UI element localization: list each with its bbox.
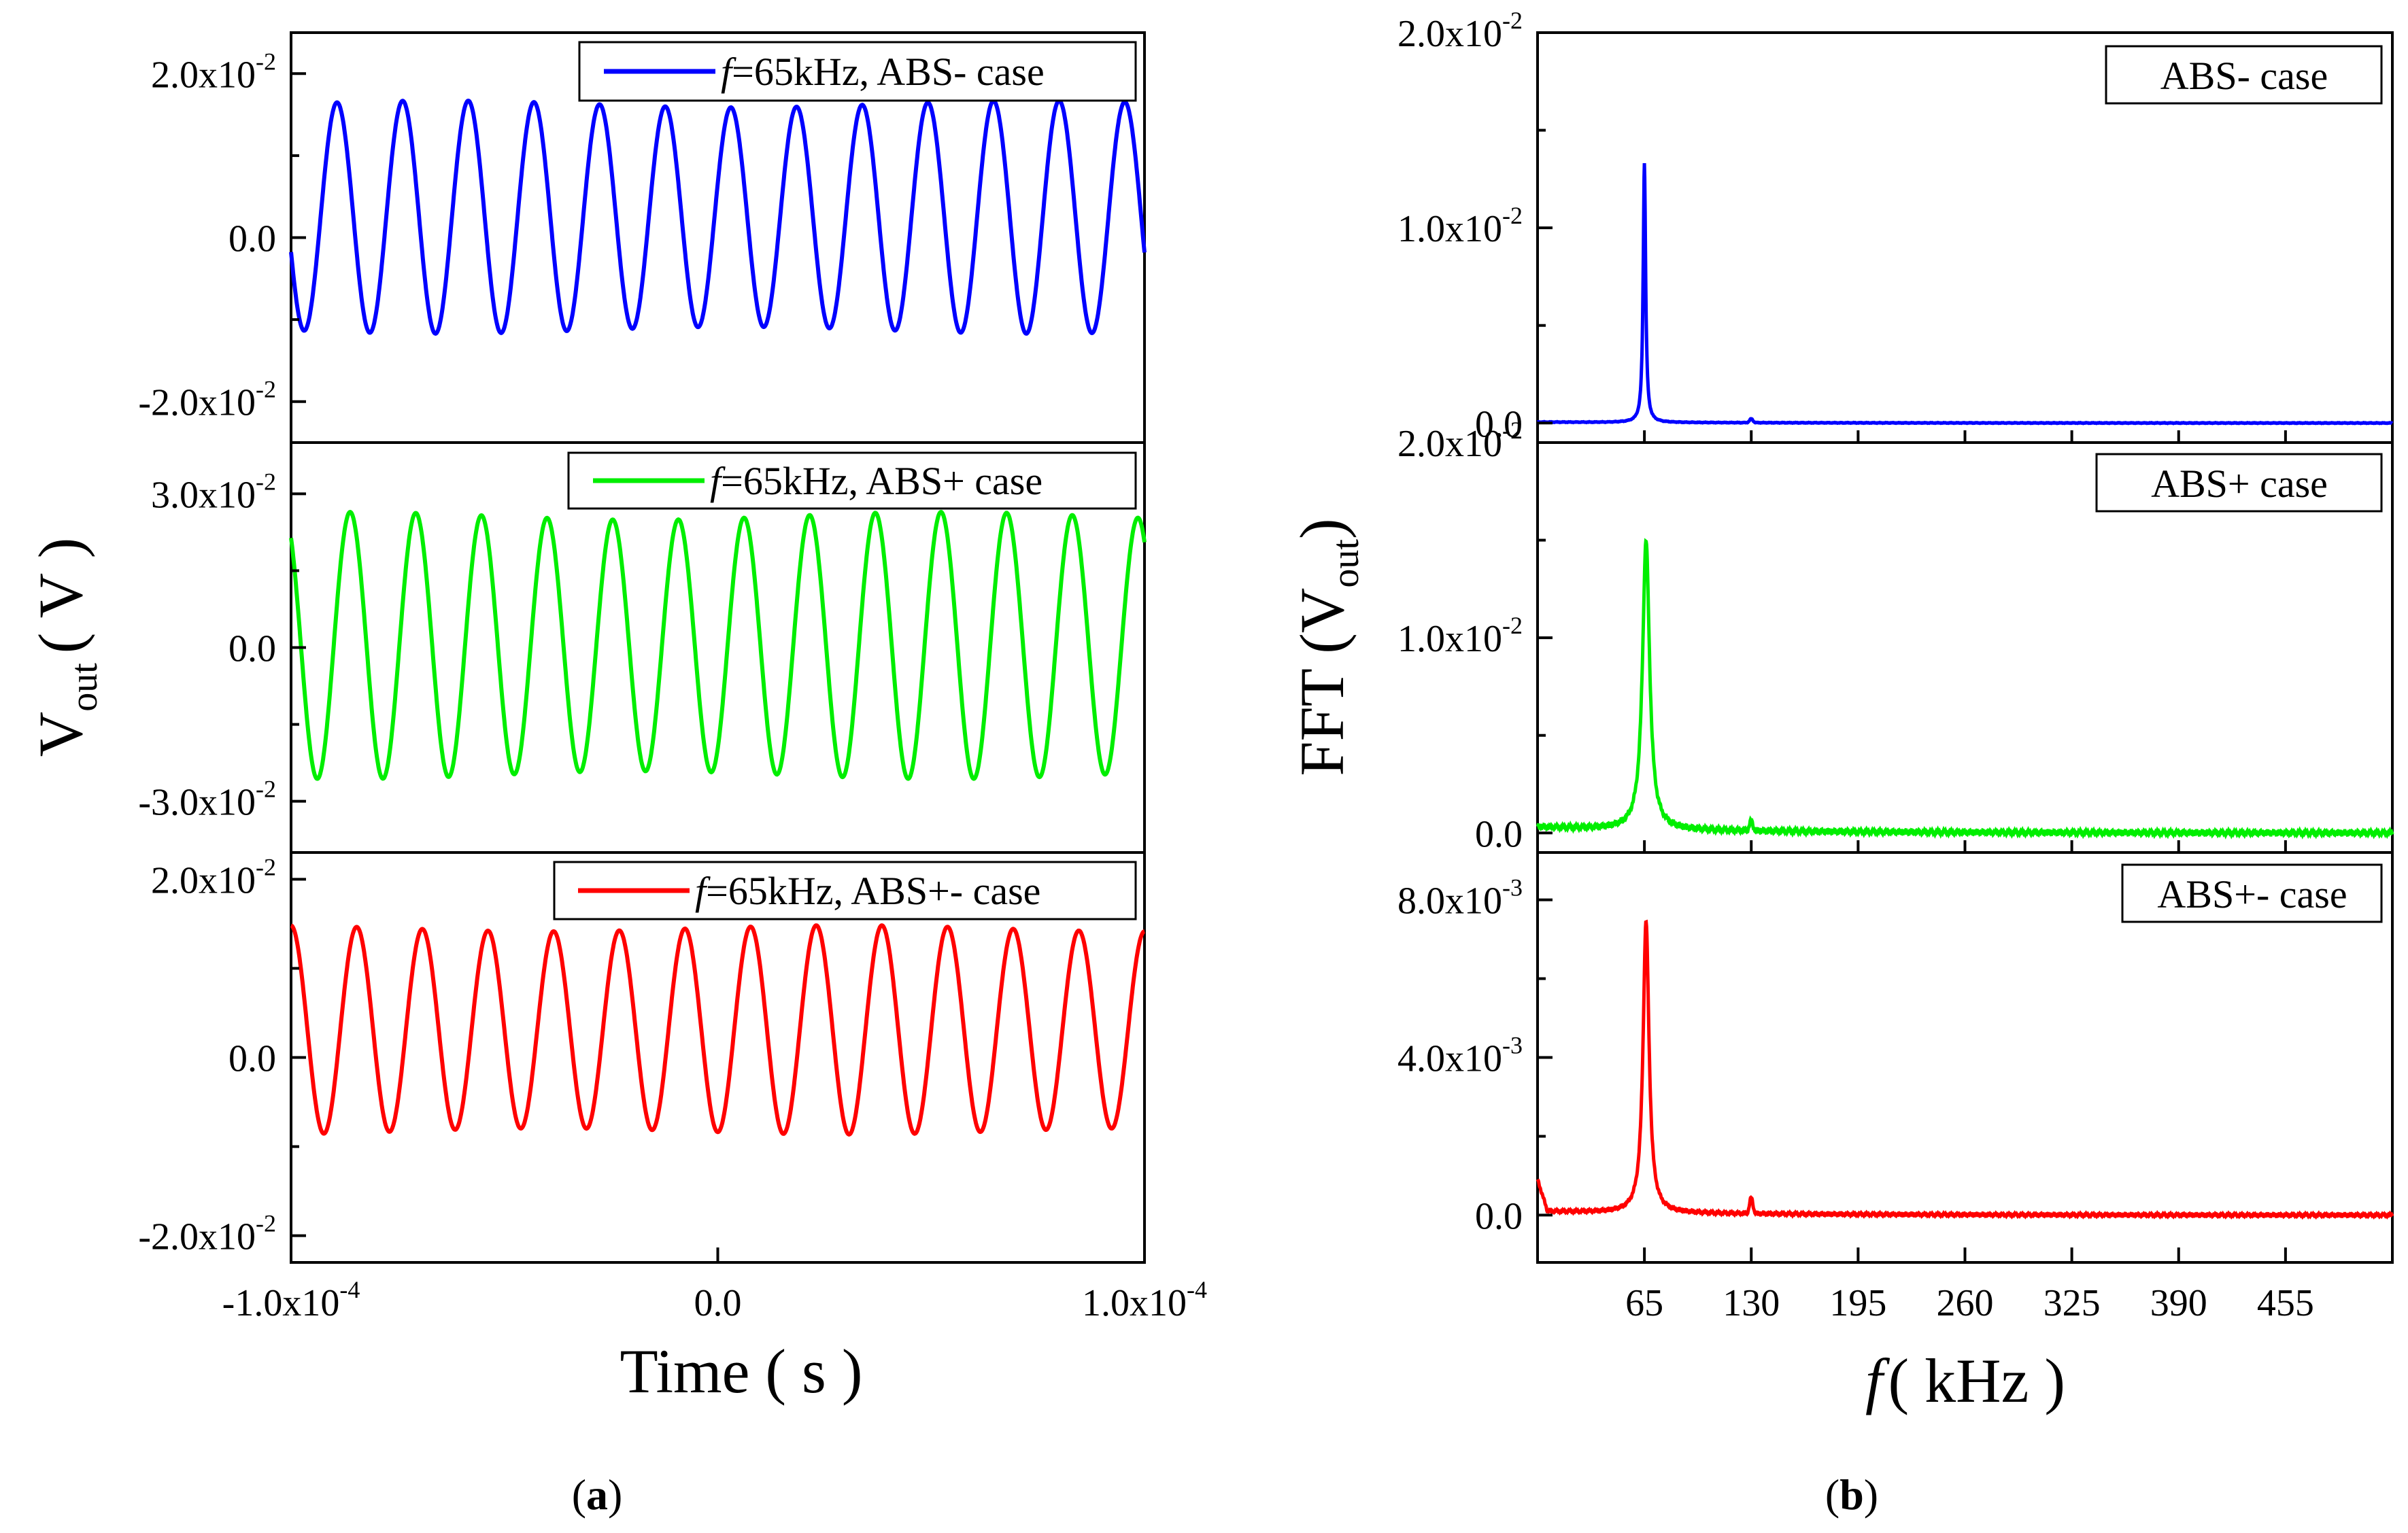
x-tick-label: -1.0x10-4	[222, 1276, 360, 1324]
y-tick-label: 0.0	[1475, 813, 1523, 855]
x-tick-label: 0.0	[694, 1282, 742, 1324]
y-tick-label: 4.0x10-3	[1397, 1032, 1523, 1080]
y-tick-label: 0.0	[1475, 1195, 1523, 1237]
x-tick-label: 130	[1723, 1282, 1780, 1324]
plot-b1-legend-label: ABS- case	[2160, 54, 2328, 98]
y-tick-label: -2.0x10-2	[138, 1210, 276, 1258]
plot-b2-y-axis: 2.0x10-2 1.0x10-2 0.0	[1397, 417, 2287, 855]
plot-a3-y-axis: 2.0x10-2 0.0 -2.0x10-2	[138, 853, 306, 1258]
plot-a2-legend: f=65kHz, ABS+ case	[567, 451, 1137, 510]
y-tick-label: 2.0x10-2	[151, 853, 276, 901]
x-tick-label: 65	[1625, 1282, 1663, 1324]
y-tick-label: -2.0x10-2	[138, 376, 276, 424]
x-tick-label: 195	[1829, 1282, 1886, 1324]
plot-b3-series-line	[1536, 919, 2394, 1220]
y-tick-label: 0.0	[228, 628, 276, 670]
plot-a3: 2.0x10-2 0.0 -2.0x10-2 -1.0x10-4 0.0 1.0x10-…	[138, 851, 1207, 1324]
plot-b1-y-axis: 2.0x10-2 1.0x10-2 0.0	[1397, 7, 2287, 445]
panel-b: 2.0x10-2 1.0x10-2 0.0 ABS- case 2.0x10-2 1.…	[1287, 7, 2394, 1415]
plot-b2-legend-box	[2095, 453, 2383, 513]
y-tick-label: 2.0x10-2	[1397, 417, 1523, 465]
plot-a3-x-axis: -1.0x10-4 0.0 1.0x10-4	[222, 1247, 1207, 1324]
caption-a: (a)	[572, 1470, 623, 1519]
y-tick-label: 0.0	[228, 218, 276, 260]
y-tick-label: 8.0x10-3	[1397, 874, 1523, 923]
plot-b1-legend-box	[2105, 45, 2383, 105]
plot-a3-series-line	[290, 923, 1146, 1137]
x-tick-label: 325	[2044, 1282, 2101, 1324]
y-tick-label: 1.0x10-2	[1397, 202, 1523, 250]
plot-a3-legend: f=65kHz, ABS+- case	[553, 861, 1137, 920]
plot-a2-legend-box	[567, 451, 1137, 510]
y-tick-label: 2.0x10-2	[1397, 7, 1523, 55]
plot-a2: 3.0x10-2 0.0 -3.0x10-2 f=65kHz, ABS+ case	[138, 441, 1147, 854]
plot-a1: 2.0x10-2 0.0 -2.0x10-2 f=65kHz, ABS- case	[138, 31, 1147, 444]
plot-b1-series-line	[1537, 163, 2394, 426]
plot-b3-y-axis: 8.0x10-3 4.0x10-3 0.0	[1397, 874, 1553, 1237]
plot-a1-series-line	[289, 99, 1147, 336]
x-tick-label: 390	[2150, 1282, 2207, 1324]
panel-a-x-label: Time ( s )	[620, 1337, 863, 1406]
y-tick-label: 3.0x10-2	[151, 468, 276, 516]
plot-a1-legend: f=65kHz, ABS- case	[578, 41, 1137, 102]
plot-b3-x-axis: 65 130 195 260 325 390 455	[1625, 1247, 2314, 1324]
caption-b: (b)	[1825, 1470, 1878, 1519]
plot-a2-y-axis: 3.0x10-2 0.0 -3.0x10-2	[138, 468, 306, 824]
plot-b2-series-line	[1536, 538, 2394, 840]
plot-a3-legend-label: f=65kHz, ABS+- case	[695, 869, 1040, 913]
plot-b2-legend: ABS+ case	[2095, 453, 2383, 513]
y-tick-label: -3.0x10-2	[138, 776, 276, 824]
plot-a1-y-axis: 2.0x10-2 0.0 -2.0x10-2	[138, 48, 306, 424]
x-tick-label: 1.0x10-4	[1082, 1276, 1207, 1324]
plot-a2-series-line	[289, 510, 1147, 781]
x-tick-label: 455	[2257, 1282, 2314, 1324]
plot-b3-legend-label: ABS+- case	[2157, 872, 2347, 916]
panel-b-x-label: f( kHz )	[1865, 1346, 2065, 1415]
plot-b3: 8.0x10-3 4.0x10-3 0.0 65 130 195 260 325 390 455…	[1397, 851, 2394, 1324]
y-tick-label: 2.0x10-2	[151, 48, 276, 96]
plot-b2: 2.0x10-2 1.0x10-2 0.0 ABS+ case	[1397, 417, 2394, 855]
plot-b1-legend: ABS- case	[2105, 45, 2383, 105]
y-tick-label: 1.0x10-2	[1397, 612, 1523, 660]
plot-a1-legend-label: f=65kHz, ABS- case	[721, 50, 1045, 94]
panel-a-y-label: Vout( V )	[26, 538, 105, 757]
plot-b1: 2.0x10-2 1.0x10-2 0.0 ABS- case	[1397, 7, 2394, 445]
plot-b3-legend-box	[2121, 863, 2383, 923]
y-tick-label: 0.0	[1475, 403, 1523, 445]
plot-a2-legend-label: f=65kHz, ABS+ case	[710, 459, 1042, 503]
y-tick-label: 0.0	[228, 1038, 276, 1080]
plot-b3-legend: ABS+- case	[2121, 863, 2383, 923]
panel-b-y-label: FFT (Vout)	[1287, 518, 1367, 776]
plot-b2-legend-label: ABS+ case	[2151, 462, 2328, 506]
panel-a: 2.0x10-20.0-2.0x10-2 f=65kHz, ABS- case …	[26, 31, 1207, 1406]
x-tick-label: 260	[1937, 1282, 1994, 1324]
